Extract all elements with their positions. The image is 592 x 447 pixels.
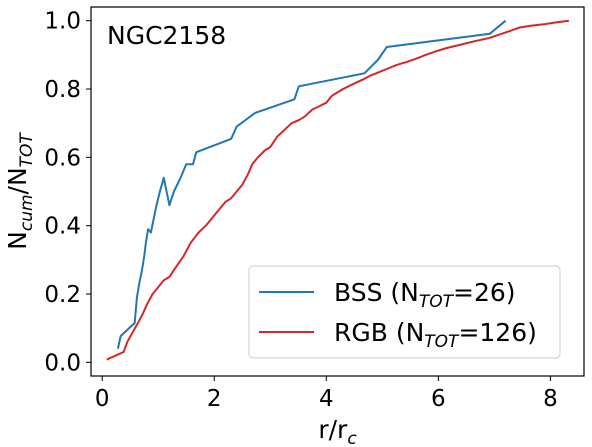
y-tick-label: 1.0	[44, 9, 81, 35]
x-tick-label: 8	[543, 386, 558, 412]
y-tick-label: 0.6	[44, 145, 81, 171]
x-tick-label: 2	[207, 386, 222, 412]
legend-label-bss-subscript: TOT	[419, 292, 455, 312]
legend-label-rgb-main: RGB (N	[334, 318, 424, 347]
cluster-annotation: NGC2158	[107, 21, 226, 50]
legend-box	[248, 265, 561, 359]
y-tick-label: 0.2	[44, 282, 81, 308]
series-line-bss	[116, 19, 507, 349]
x-axis-label-subscript: c	[347, 429, 357, 447]
y-tick-label: 0.4	[44, 214, 81, 240]
series-line-rgb	[106, 19, 570, 361]
legend-label-rgb-subscript: TOT	[424, 332, 460, 352]
legend: BSS (NTOT=26) RGB (NTOT=126)	[248, 265, 561, 359]
plot-area-frame	[90, 6, 585, 377]
y-axis-label-subscript-2: TOT	[17, 132, 37, 168]
legend-label-bss: BSS (NTOT=26)	[334, 278, 516, 312]
y-axis-label-subscript-1: cum	[17, 194, 37, 231]
ticks-layer: 0 2 4 6 8 0.0 0.2 0.4 0.6 0.8 1.0	[44, 9, 557, 412]
y-axis-label-main-1: N	[3, 231, 32, 250]
legend-label-bss-tail: =26)	[453, 278, 516, 307]
legend-label-rgb: RGB (NTOT=126)	[334, 318, 537, 352]
x-tick-label: 0	[95, 386, 110, 412]
y-tick-label: 0.8	[44, 77, 81, 103]
x-tick-label: 4	[319, 386, 334, 412]
x-axis-label: r/rc	[318, 415, 357, 447]
legend-label-rgb-tail: =126)	[458, 318, 536, 347]
y-tick-label: 0.0	[44, 350, 81, 376]
series-layer	[106, 19, 570, 361]
y-axis-label-main-2: /N	[3, 167, 32, 194]
legend-label-bss-main: BSS (N	[334, 278, 419, 307]
y-axis-label: Ncum/NTOT	[3, 132, 37, 250]
x-tick-label: 6	[431, 386, 446, 412]
x-axis-label-main: r/r	[318, 415, 348, 444]
